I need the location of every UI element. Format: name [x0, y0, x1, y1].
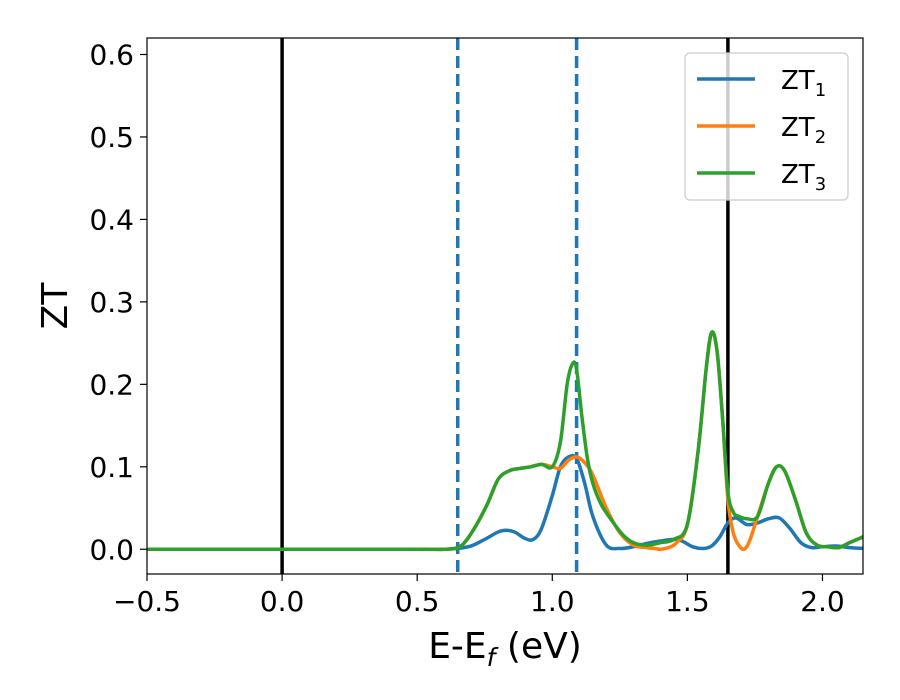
y-axis: 0.0 0.1 0.2 0.3 0.4 0.5 0.6	[89, 38, 147, 566]
y-tick-label: 0.5	[89, 121, 134, 154]
legend-label-main: ZT	[781, 66, 815, 96]
x-tick-label: 0.0	[260, 585, 305, 618]
legend-label-main: ZT	[781, 113, 815, 143]
series-layer	[147, 330, 863, 552]
x-axis-label-main: E-E	[428, 626, 486, 667]
y-tick-label: 0.6	[89, 38, 134, 71]
x-axis-label: E-Ef (eV)	[428, 626, 582, 672]
legend-label-zt3: ZT3	[781, 160, 826, 195]
y-tick-label: 0.3	[89, 286, 134, 319]
x-tick-label: −0.5	[113, 585, 181, 618]
reference-lines	[280, 38, 730, 574]
x-tick-label: 2.0	[800, 585, 845, 618]
x-axis-label-unit: (eV)	[495, 626, 581, 667]
x-tick-label: 0.5	[395, 585, 440, 618]
legend-label-main: ZT	[781, 160, 815, 190]
y-tick-label: 0.1	[89, 451, 134, 484]
legend-label-subscript: 2	[815, 127, 826, 148]
legend-box	[684, 52, 849, 201]
plot-frame	[146, 37, 864, 575]
y-tick-label: 0.4	[89, 203, 134, 236]
series-line-zt1	[147, 453, 863, 552]
legend-label-zt2: ZT2	[781, 113, 826, 148]
y-tick-label: 0.2	[89, 368, 134, 401]
y-tick-label: 0.0	[89, 533, 134, 566]
x-axis: −0.5 0.0 0.5 1.0 1.5 2.0	[113, 574, 845, 618]
legend-label-subscript: 3	[815, 174, 826, 195]
legend-label-subscript: 1	[815, 80, 826, 101]
y-axis-label: ZT	[35, 282, 76, 330]
x-tick-label: 1.0	[530, 585, 575, 618]
series-line-zt3	[147, 330, 863, 552]
x-tick-label: 1.5	[665, 585, 710, 618]
legend-label-zt1: ZT1	[781, 66, 826, 101]
